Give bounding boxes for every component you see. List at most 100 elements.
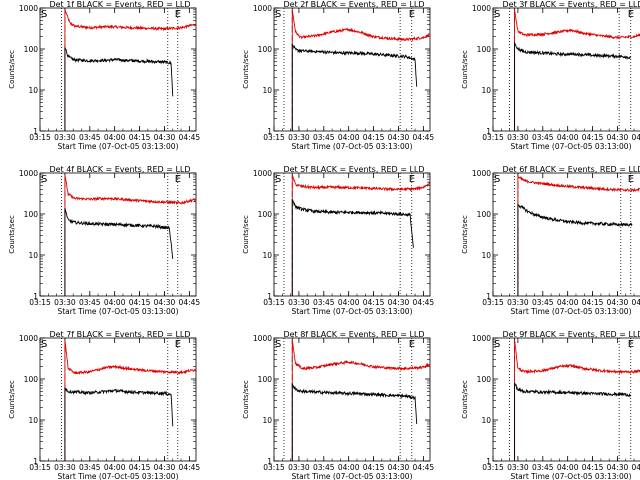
x-tick-label: 04:30 bbox=[154, 463, 176, 472]
plot-frame bbox=[273, 337, 431, 462]
x-tick-label: 04:30 bbox=[388, 298, 410, 307]
chart-title: Det 1f BLACK = Events, RED = LLD bbox=[49, 0, 190, 9]
lld-series-line bbox=[517, 176, 640, 296]
x-tick-label: 04:15 bbox=[363, 463, 385, 472]
x-tick-label: 04:00 bbox=[338, 298, 360, 307]
x-tick-label: 04:45 bbox=[632, 463, 640, 472]
chart-title: Det 7f BLACK = Events, RED = LLD bbox=[49, 330, 190, 339]
y-tick-label: 10 bbox=[262, 251, 272, 260]
y-tick-label: 100 bbox=[24, 210, 39, 219]
y-axis-label: Counts/sec bbox=[461, 50, 469, 89]
chart-panel: Det 4f BLACK = Events, RED = LLD 1 10 100 10… bbox=[8, 165, 200, 316]
x-tick-label: 03:45 bbox=[313, 298, 335, 307]
x-tick-label: 03:30 bbox=[288, 463, 310, 472]
end-marker: E bbox=[409, 9, 415, 20]
x-tick-label: 03:45 bbox=[313, 463, 335, 472]
chart-panel: Det 6f BLACK = Events, RED = LLD 1 10 100 10… bbox=[461, 165, 640, 316]
x-tick-label: 04:30 bbox=[154, 133, 176, 142]
x-tick-label: 04:30 bbox=[607, 463, 629, 472]
y-tick-label: 1 bbox=[33, 292, 38, 301]
x-tick-label: 04:45 bbox=[413, 463, 435, 472]
end-marker: E bbox=[628, 9, 634, 20]
end-marker: E bbox=[175, 339, 181, 350]
x-tick-label: 04:00 bbox=[557, 463, 579, 472]
x-tick-label: 03:15 bbox=[29, 298, 51, 307]
x-tick-label: 04:00 bbox=[104, 133, 126, 142]
x-tick-label: 03:15 bbox=[482, 463, 504, 472]
x-tick-label: 04:15 bbox=[582, 463, 604, 472]
lld-series-line bbox=[291, 174, 431, 296]
x-axis-label: Start Time (07-Oct-05 03:13:00) bbox=[291, 307, 412, 316]
plot-frame bbox=[39, 337, 197, 462]
y-tick-label: 10 bbox=[481, 416, 491, 425]
events-series-line bbox=[514, 382, 631, 461]
x-axis-label: Start Time (07-Oct-05 03:13:00) bbox=[57, 142, 178, 151]
y-axis-label: Counts/sec bbox=[8, 50, 16, 89]
lld-series-line bbox=[64, 9, 197, 131]
x-tick-label: 04:45 bbox=[179, 463, 201, 472]
plot-frame bbox=[39, 172, 197, 297]
x-tick-label: 04:30 bbox=[607, 298, 629, 307]
y-axis-label: Counts/sec bbox=[461, 380, 469, 419]
end-marker: E bbox=[409, 339, 415, 350]
y-axis-label: Counts/sec bbox=[461, 215, 469, 254]
y-tick-label: 10 bbox=[481, 86, 491, 95]
x-tick-label: 03:30 bbox=[54, 298, 76, 307]
y-tick-label: 10 bbox=[28, 251, 38, 260]
end-marker: E bbox=[628, 174, 634, 185]
x-tick-label: 04:00 bbox=[338, 133, 360, 142]
x-tick-label: 03:30 bbox=[288, 133, 310, 142]
lld-series-line bbox=[64, 339, 197, 461]
x-tick-label: 04:45 bbox=[632, 298, 640, 307]
y-tick-label: 1 bbox=[33, 127, 38, 136]
plot-frame bbox=[492, 172, 640, 297]
y-tick-label: 1000 bbox=[19, 4, 38, 13]
x-tick-label: 04:00 bbox=[104, 463, 126, 472]
y-tick-label: 1 bbox=[486, 127, 491, 136]
lld-series-line bbox=[291, 9, 431, 131]
x-tick-label: 04:45 bbox=[632, 133, 640, 142]
chart-panel: Det 2f BLACK = Events, RED = LLD 1 10 100 10… bbox=[242, 0, 434, 151]
chart-title: Det 9f BLACK = Events, RED = LLD bbox=[502, 330, 640, 339]
lld-series-line bbox=[514, 339, 640, 461]
chart-panel: Det 3f BLACK = Events, RED = LLD 1 10 100 10… bbox=[461, 0, 640, 151]
y-tick-label: 1 bbox=[267, 127, 272, 136]
x-tick-label: 04:15 bbox=[582, 298, 604, 307]
x-tick-label: 04:15 bbox=[363, 133, 385, 142]
y-tick-label: 1000 bbox=[472, 169, 491, 178]
y-tick-label: 100 bbox=[477, 375, 492, 384]
x-tick-label: 04:45 bbox=[413, 133, 435, 142]
x-tick-label: 04:15 bbox=[582, 133, 604, 142]
plot-frame bbox=[492, 7, 640, 132]
x-tick-label: 03:15 bbox=[263, 463, 285, 472]
y-tick-label: 1000 bbox=[253, 4, 272, 13]
y-tick-label: 1 bbox=[33, 457, 38, 466]
end-marker: E bbox=[175, 9, 181, 20]
y-tick-label: 1 bbox=[267, 457, 272, 466]
chart-title: Det 4f BLACK = Events, RED = LLD bbox=[49, 165, 190, 174]
x-tick-label: 04:30 bbox=[388, 133, 410, 142]
plot-frame bbox=[273, 7, 431, 132]
x-axis-label: Start Time (07-Oct-05 03:13:00) bbox=[510, 307, 631, 316]
y-tick-label: 100 bbox=[477, 45, 492, 54]
y-tick-label: 100 bbox=[24, 45, 39, 54]
x-tick-label: 04:45 bbox=[179, 133, 201, 142]
x-tick-label: 04:30 bbox=[154, 298, 176, 307]
events-series-line bbox=[291, 42, 418, 131]
chart-title: Det 2f BLACK = Events, RED = LLD bbox=[283, 0, 424, 9]
x-tick-label: 04:15 bbox=[129, 298, 151, 307]
y-tick-label: 100 bbox=[258, 210, 273, 219]
y-tick-label: 1000 bbox=[472, 4, 491, 13]
y-tick-label: 1000 bbox=[19, 334, 38, 343]
y-tick-label: 100 bbox=[258, 45, 273, 54]
x-tick-label: 04:15 bbox=[363, 298, 385, 307]
plot-frame bbox=[273, 172, 431, 297]
x-axis-label: Start Time (07-Oct-05 03:13:00) bbox=[57, 307, 178, 316]
x-tick-label: 03:15 bbox=[263, 298, 285, 307]
start-marker: S bbox=[494, 339, 500, 350]
start-marker: S bbox=[41, 9, 47, 20]
x-tick-label: 04:00 bbox=[338, 463, 360, 472]
x-tick-label: 03:45 bbox=[532, 133, 554, 142]
y-tick-label: 10 bbox=[28, 86, 38, 95]
x-tick-label: 03:45 bbox=[79, 463, 101, 472]
